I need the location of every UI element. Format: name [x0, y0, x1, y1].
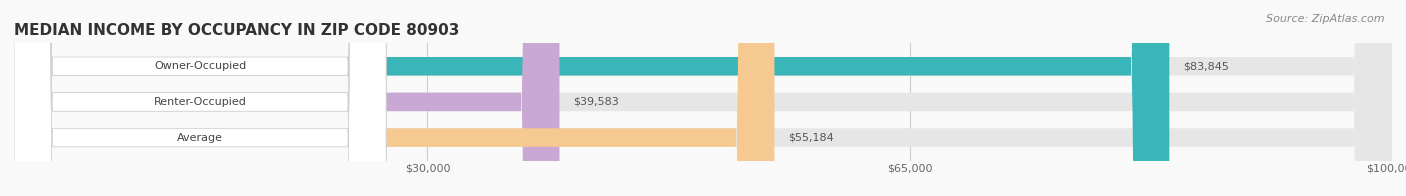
Text: $39,583: $39,583 — [574, 97, 619, 107]
FancyBboxPatch shape — [14, 0, 387, 196]
FancyBboxPatch shape — [14, 0, 1170, 196]
FancyBboxPatch shape — [14, 0, 1392, 196]
Text: $83,845: $83,845 — [1182, 61, 1229, 71]
FancyBboxPatch shape — [14, 0, 387, 196]
FancyBboxPatch shape — [14, 0, 1392, 196]
Text: Renter-Occupied: Renter-Occupied — [153, 97, 246, 107]
Text: MEDIAN INCOME BY OCCUPANCY IN ZIP CODE 80903: MEDIAN INCOME BY OCCUPANCY IN ZIP CODE 8… — [14, 23, 460, 38]
FancyBboxPatch shape — [14, 0, 1392, 196]
Text: Owner-Occupied: Owner-Occupied — [153, 61, 246, 71]
FancyBboxPatch shape — [14, 0, 387, 196]
Text: Source: ZipAtlas.com: Source: ZipAtlas.com — [1267, 14, 1385, 24]
Text: $55,184: $55,184 — [789, 132, 834, 142]
Text: Average: Average — [177, 132, 224, 142]
FancyBboxPatch shape — [14, 0, 560, 196]
FancyBboxPatch shape — [14, 0, 775, 196]
